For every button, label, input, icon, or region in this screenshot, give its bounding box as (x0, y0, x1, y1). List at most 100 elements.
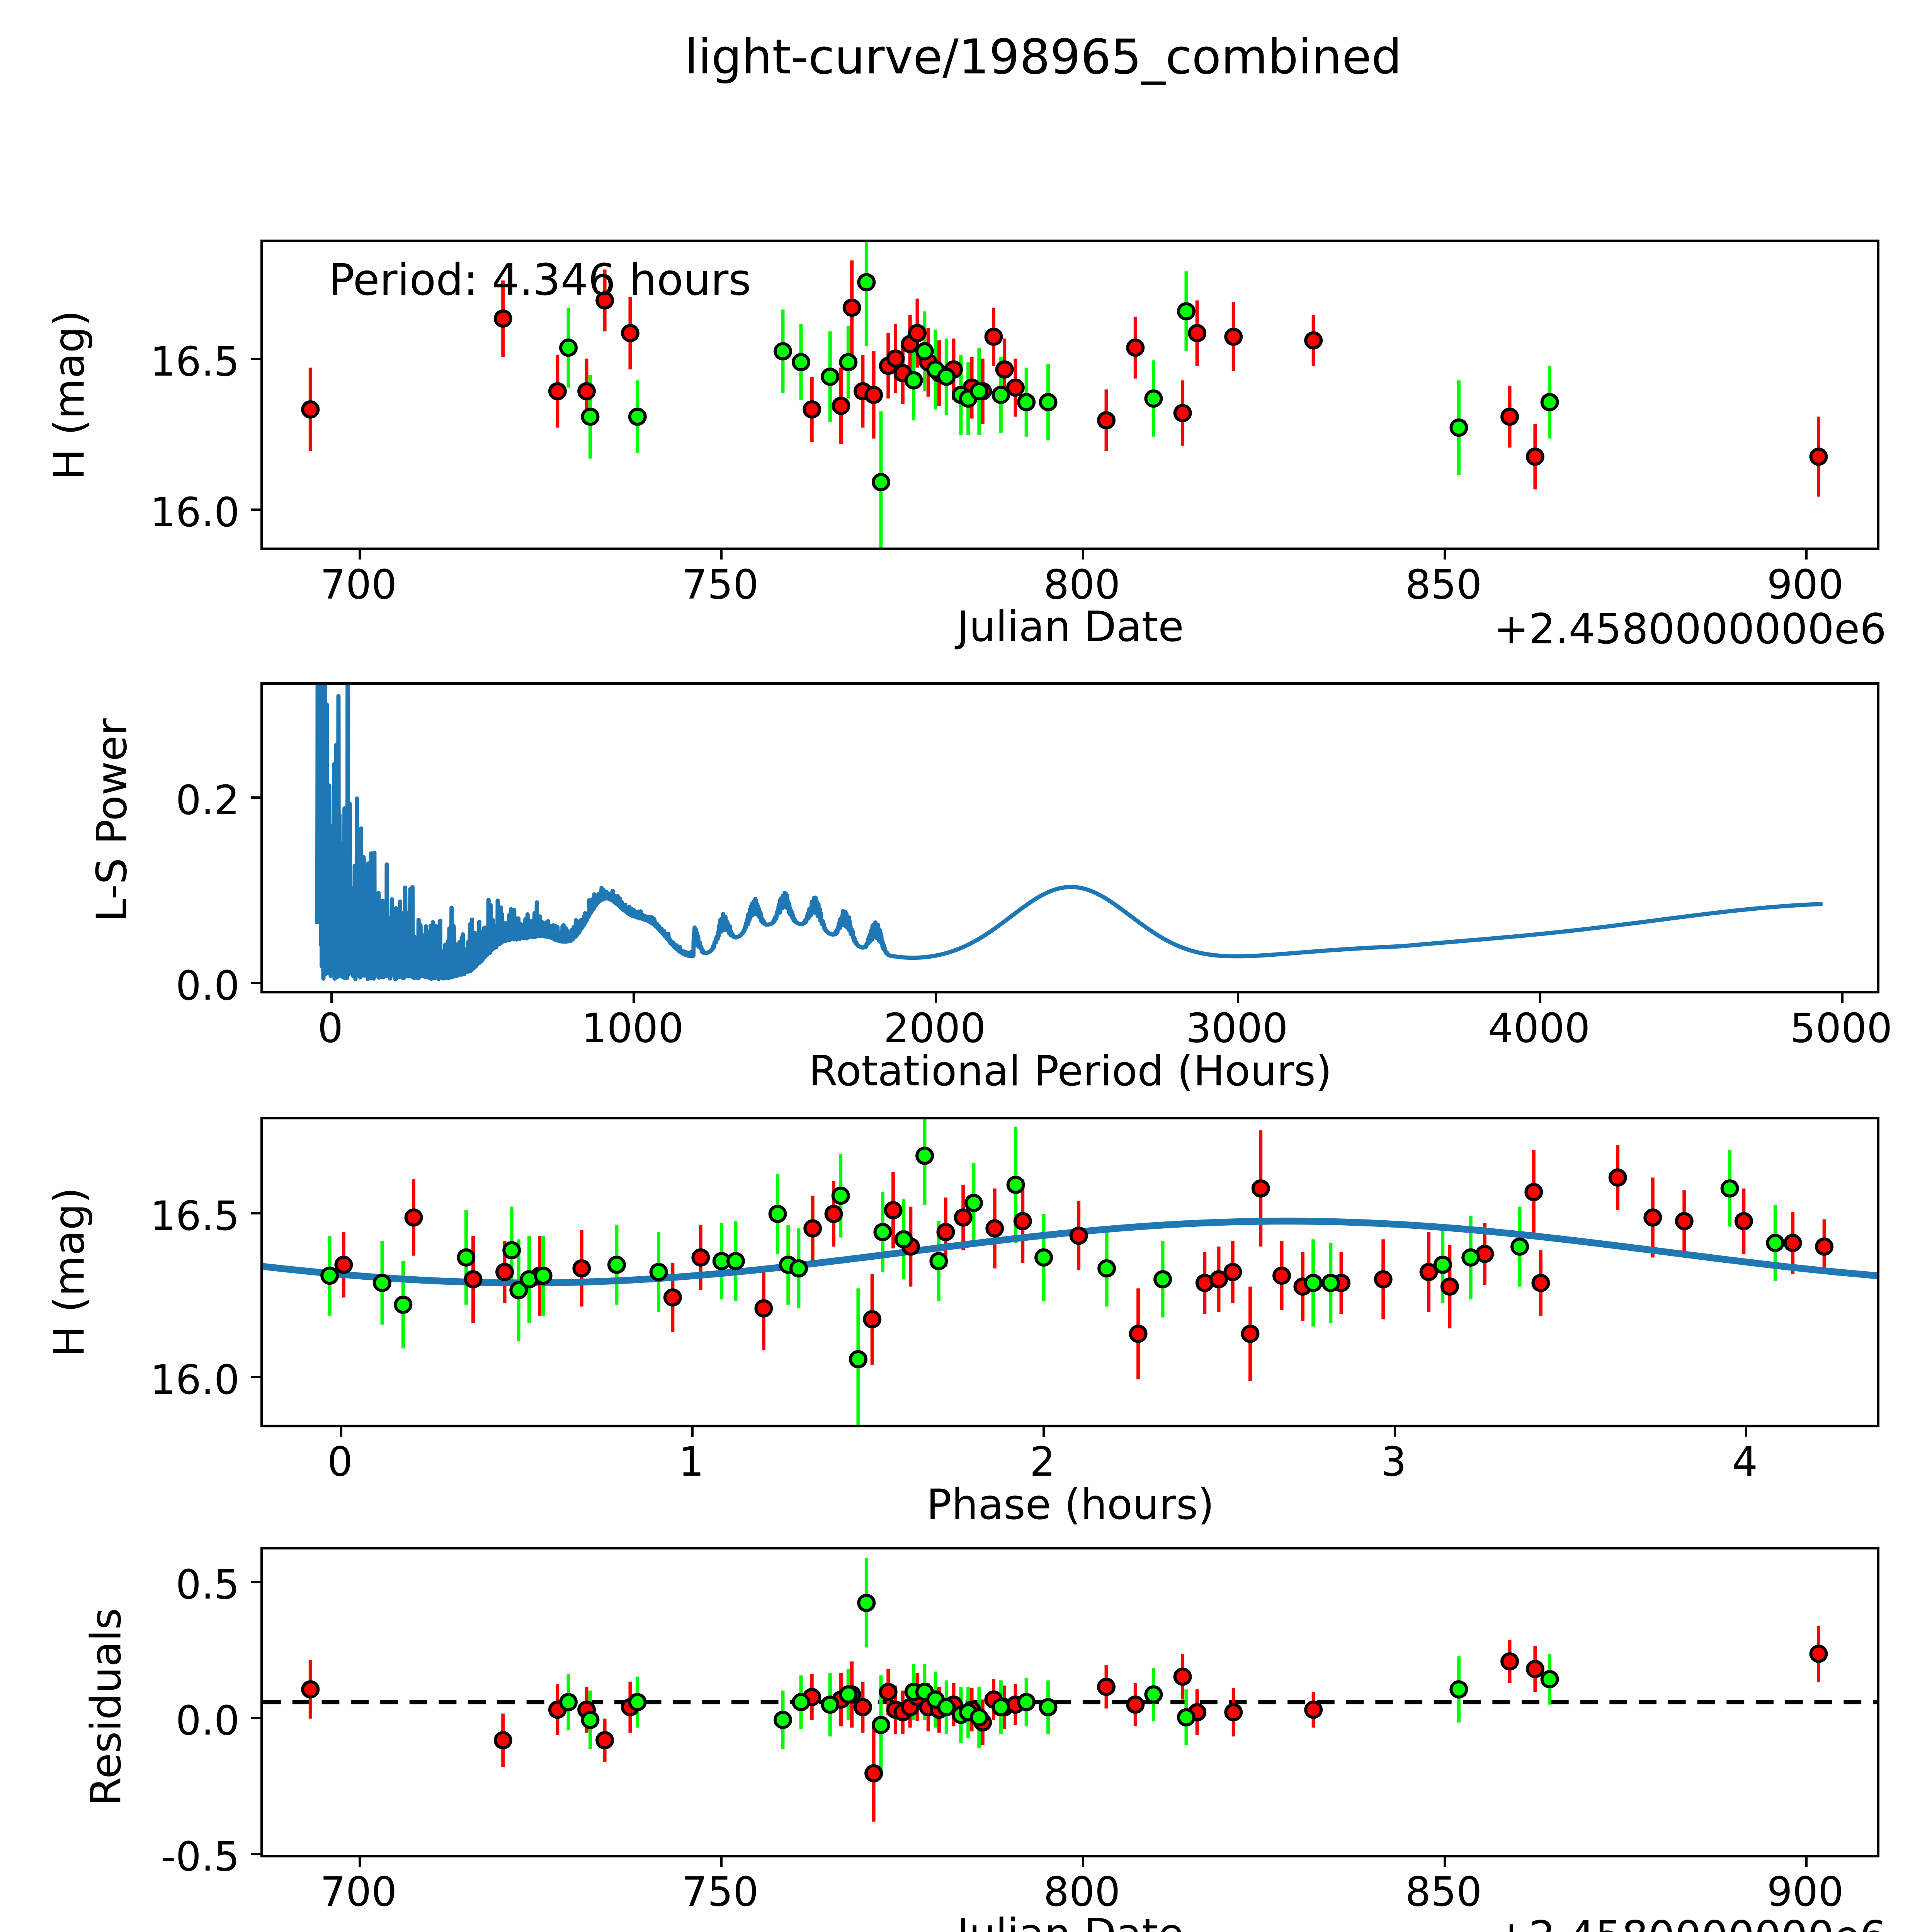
data-point (1419, 1263, 1438, 1281)
panel1-x-tickmark-4 (1805, 550, 1808, 560)
panel1-x-tick-2: 800 (1043, 561, 1121, 608)
data-point (581, 407, 600, 426)
data-point (320, 1266, 339, 1285)
panel4-y-tickmark-0 (251, 1581, 260, 1583)
panel4-x-tick-2: 800 (1043, 1868, 1121, 1915)
panel-residuals (260, 1547, 1879, 1857)
data-point (1272, 1266, 1291, 1285)
data-point (301, 400, 320, 419)
data-point (832, 396, 850, 415)
panel4-y-tick-1: 0.0 (175, 1697, 240, 1744)
panel1-y-axis-label: H (mag) (45, 310, 94, 480)
panel1-y-tick-1: 16.0 (150, 489, 240, 536)
data-point (831, 1186, 850, 1205)
panel1-x-tick-4: 900 (1767, 561, 1844, 608)
data-point (726, 1252, 745, 1270)
data-point (849, 1350, 867, 1369)
data-point (821, 367, 840, 386)
data-point (464, 1270, 483, 1289)
data-point (691, 1248, 710, 1267)
data-point (857, 1594, 876, 1612)
panel2-x-tickmark-2 (935, 993, 937, 1003)
panel3-x-tick-3: 3 (1381, 1438, 1407, 1485)
data-point (1643, 1208, 1662, 1227)
panel3-x-tickmark-2 (1043, 1427, 1045, 1437)
data-point (774, 1711, 792, 1729)
panel1-y-tick-0: 16.5 (150, 338, 240, 385)
panel4-x-tick-0: 700 (320, 1868, 397, 1915)
panel2-x-axis-label: Rotational Period (Hours) (809, 1047, 1332, 1095)
data-point (534, 1266, 553, 1285)
data-point (937, 367, 956, 386)
panel3-y-tickmark-0 (251, 1212, 260, 1214)
data-point (577, 382, 596, 401)
panel4-plot-area (263, 1558, 1877, 1822)
panel2-x-tickmark-5 (1841, 993, 1844, 1003)
data-point (1321, 1274, 1340, 1292)
panel1-plot-area (301, 242, 1828, 548)
panel4-x-tick-4: 900 (1767, 1868, 1844, 1915)
data-point (1039, 393, 1058, 412)
errorbar-layer (308, 1558, 1820, 1822)
panel3-x-tick-4: 4 (1732, 1438, 1758, 1485)
data-point (1013, 1212, 1032, 1230)
panel4-x-tickmark-0 (359, 1857, 361, 1867)
data-point (995, 360, 1014, 379)
data-point (821, 1696, 840, 1714)
data-point (774, 342, 792, 361)
data-point (904, 371, 923, 389)
periodogram-curve (315, 685, 1825, 981)
panel4-y-tickmark-1 (251, 1717, 260, 1719)
data-point (857, 273, 876, 292)
data-point (871, 473, 890, 492)
panel4-x-offset-label: +2.4580000000e6 (1494, 1912, 1886, 1932)
data-point (789, 1259, 808, 1278)
data-point (1126, 1696, 1145, 1714)
data-point (1524, 1183, 1543, 1201)
data-point (1069, 1226, 1088, 1245)
data-point (792, 353, 810, 371)
data-point (1223, 1263, 1242, 1281)
data-point (1608, 1168, 1627, 1187)
data-point (628, 407, 647, 426)
data-point (1675, 1212, 1694, 1230)
data-point (1209, 1270, 1228, 1289)
panel4-x-tickmark-1 (720, 1857, 723, 1867)
data-point (1144, 389, 1163, 408)
data-point (1304, 1274, 1323, 1292)
data-point (908, 324, 927, 342)
panel-phase-folded (260, 1117, 1879, 1427)
panel2-x-tick-2: 2000 (883, 1005, 986, 1052)
panel3-x-tickmark-1 (691, 1427, 694, 1437)
marker-layer (301, 273, 1828, 492)
data-point (1034, 1248, 1053, 1267)
panel4-x-tickmark-2 (1082, 1857, 1084, 1867)
data-point (1500, 1652, 1519, 1671)
data-point (1720, 1179, 1739, 1198)
data-point (824, 1204, 843, 1223)
data-point (595, 1731, 614, 1750)
panel1-x-tickmark-3 (1444, 550, 1446, 560)
data-point (1526, 1660, 1544, 1678)
data-point (1374, 1270, 1393, 1289)
panel2-x-tick-5: 5000 (1790, 1005, 1893, 1052)
data-point (1304, 331, 1323, 350)
panel2-x-tick-0: 0 (317, 1005, 344, 1052)
data-point (1734, 1212, 1753, 1230)
panel1-x-tickmark-1 (720, 550, 723, 560)
data-point (1510, 1237, 1529, 1256)
data-point (1540, 393, 1559, 412)
panel-periodogram (260, 682, 1879, 993)
data-point (1251, 1179, 1270, 1198)
panel3-y-tick-0: 16.5 (150, 1192, 240, 1240)
data-point (493, 1731, 512, 1750)
data-point (863, 1310, 882, 1328)
panel3-x-tickmark-4 (1745, 1427, 1747, 1437)
data-point (1783, 1234, 1802, 1252)
data-point (1241, 1325, 1260, 1343)
data-point (1097, 1677, 1116, 1696)
panel3-x-tickmark-3 (1394, 1427, 1396, 1437)
data-point (1766, 1234, 1785, 1252)
data-point (1039, 1698, 1058, 1716)
data-point (1433, 1255, 1452, 1274)
